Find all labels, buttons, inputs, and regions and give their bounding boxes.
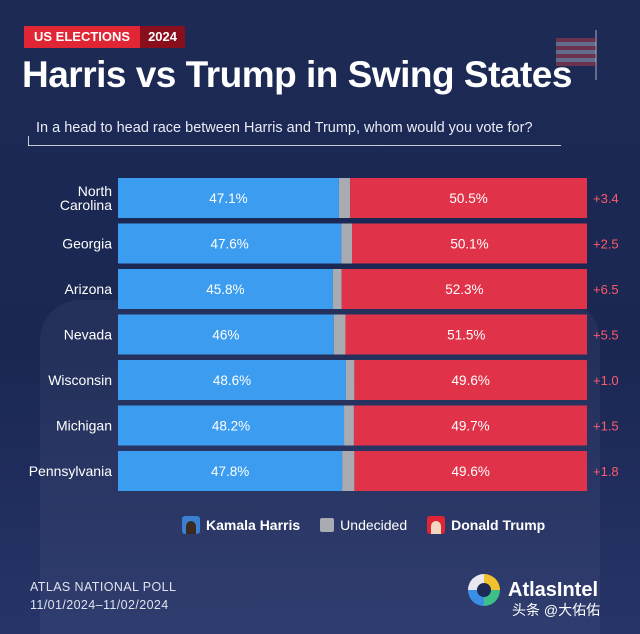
legend-item-undecided: Undecided: [320, 517, 407, 533]
bar-undecided: [332, 269, 342, 309]
data-label-harris: 47.8%: [211, 464, 249, 479]
undecided-swatch: [320, 518, 335, 532]
watermark: 头条 @大佑佑: [512, 602, 601, 618]
brand: AtlasIntel: [468, 574, 598, 606]
bar-undecided: [344, 405, 354, 446]
data-label-trump: 49.7%: [451, 419, 489, 434]
atlasintel-logo-icon: [468, 574, 500, 606]
state-label: Nevada: [64, 327, 112, 343]
data-label-trump: 49.6%: [452, 464, 490, 479]
subtitle-tick: [28, 136, 29, 146]
margin-label: +6.5: [593, 282, 619, 297]
bar-undecided: [333, 314, 346, 355]
harris-portrait-icon: [182, 516, 200, 534]
bar-harris: [118, 360, 346, 400]
legend: Kamala Harris Undecided Donald Trump: [182, 516, 559, 534]
bar-trump: [350, 178, 587, 218]
bar-trump: [354, 360, 587, 400]
data-label-trump: 51.5%: [447, 328, 485, 343]
brand-name: AtlasIntel: [508, 578, 599, 601]
legend-item-trump: Donald Trump: [427, 516, 545, 534]
data-label-harris: 47.6%: [210, 237, 248, 252]
bar-harris: [118, 314, 334, 355]
poll-name: ATLAS NATIONAL POLL: [30, 580, 177, 594]
margin-label: +1.8: [593, 464, 619, 479]
data-label-trump: 49.6%: [452, 373, 490, 388]
state-label: North Carolina: [60, 183, 112, 213]
flagpole: [595, 30, 597, 80]
legend-label-undecided: Undecided: [340, 517, 408, 533]
bar-undecided: [342, 451, 355, 491]
subtitle: In a head to head race between Harris an…: [36, 120, 533, 136]
margin-label: +2.5: [593, 237, 619, 252]
category-tag: US ELECTIONS 2024: [24, 26, 185, 48]
bar-trump: [354, 451, 587, 491]
data-label-harris: 48.2%: [212, 419, 250, 434]
legend-label-trump: Donald Trump: [451, 517, 546, 533]
bar-undecided: [341, 223, 353, 264]
data-label-trump: 52.3%: [445, 282, 483, 297]
bar-harris: [118, 223, 342, 264]
data-label-harris: 46%: [212, 328, 239, 343]
bar-harris: [118, 405, 345, 446]
subtitle-underline: [28, 145, 561, 146]
margin-label: +5.5: [593, 328, 619, 343]
us-flag-icon: [556, 38, 596, 66]
page-title: Harris vs Trump in Swing States: [22, 54, 572, 95]
bar-trump: [341, 269, 587, 309]
state-label: Arizona: [65, 281, 113, 297]
bar-trump: [353, 405, 587, 446]
data-label-harris: 47.1%: [209, 191, 247, 206]
bar-trump: [352, 223, 587, 264]
poll-source: ATLAS NATIONAL POLL 11/01/2024–11/02/202…: [30, 578, 176, 614]
legend-item-harris: Kamala Harris: [182, 516, 300, 534]
data-label-trump: 50.1%: [450, 237, 488, 252]
bar-harris: [118, 451, 343, 491]
state-label: Michigan: [56, 418, 112, 434]
state-label: Wisconsin: [48, 372, 112, 388]
bar-harris: [118, 269, 333, 309]
tag-label: US ELECTIONS: [24, 26, 141, 48]
state-label: Georgia: [62, 236, 112, 252]
bar-trump: [345, 314, 587, 355]
bar-undecided: [345, 360, 355, 400]
margin-label: +1.0: [593, 373, 619, 388]
margin-label: +3.4: [593, 191, 619, 206]
bar-harris: [118, 178, 339, 218]
trump-portrait-icon: [427, 516, 446, 534]
data-label-trump: 50.5%: [449, 191, 487, 206]
margin-label: +1.5: [593, 419, 619, 434]
poll-dates: 11/01/2024–11/02/2024: [30, 598, 169, 612]
state-label: Pennsylvania: [29, 463, 112, 479]
tag-year: 2024: [140, 26, 185, 48]
data-label-harris: 48.6%: [213, 373, 251, 388]
bar-undecided: [338, 178, 351, 218]
data-label-harris: 45.8%: [206, 282, 244, 297]
legend-label-harris: Kamala Harris: [206, 517, 301, 533]
